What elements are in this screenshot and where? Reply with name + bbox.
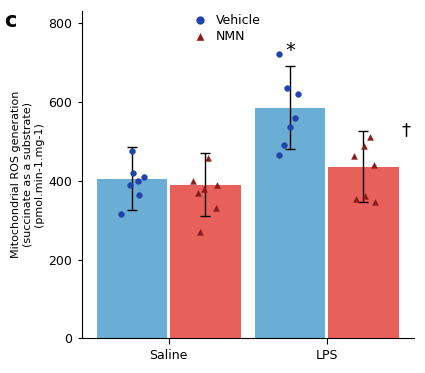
Point: [353, 196, 360, 202]
Point: [372, 200, 379, 206]
Bar: [96, 179, 167, 338]
Bar: [255, 108, 325, 338]
Point: [196, 229, 203, 235]
Point: [295, 91, 301, 97]
Text: *: *: [285, 41, 295, 60]
Point: [213, 182, 220, 188]
Point: [275, 152, 282, 158]
Point: [190, 178, 196, 184]
Point: [195, 189, 201, 195]
Point: [371, 162, 377, 168]
Point: [201, 186, 207, 192]
Point: [286, 125, 293, 131]
Point: [367, 134, 374, 140]
Point: [280, 142, 287, 148]
Point: [283, 85, 290, 91]
Point: [141, 174, 148, 180]
Point: [361, 194, 368, 200]
Text: c: c: [4, 11, 17, 31]
Point: [275, 51, 282, 57]
Bar: [170, 185, 241, 338]
Point: [136, 191, 143, 197]
Point: [212, 205, 219, 211]
Bar: [328, 167, 399, 338]
Legend: Vehicle, NMN: Vehicle, NMN: [187, 14, 261, 43]
Text: †: †: [402, 121, 411, 139]
Point: [204, 155, 211, 161]
Point: [291, 115, 298, 120]
Y-axis label: Mitochondrial ROS generation
(succinate as a substrate)
(pmol.min-1.mg-1): Mitochondrial ROS generation (succinate …: [11, 91, 44, 258]
Point: [361, 143, 368, 149]
Point: [130, 170, 136, 176]
Point: [127, 182, 134, 188]
Point: [351, 153, 357, 159]
Point: [117, 211, 124, 217]
Point: [129, 148, 136, 154]
Point: [134, 178, 141, 184]
